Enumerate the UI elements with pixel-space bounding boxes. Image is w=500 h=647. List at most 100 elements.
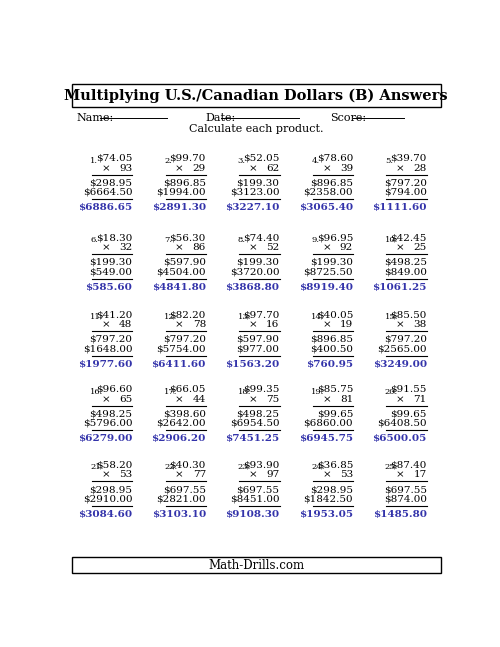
Text: ×: ×	[396, 320, 404, 329]
Text: $1485.80: $1485.80	[373, 510, 427, 519]
Text: 14.: 14.	[312, 313, 325, 322]
Text: $398.60: $398.60	[163, 410, 206, 419]
Text: $6408.50: $6408.50	[377, 419, 427, 428]
Text: $93.90: $93.90	[243, 461, 280, 470]
Text: $74.40: $74.40	[243, 234, 280, 242]
Text: 5.: 5.	[385, 157, 393, 165]
Text: 12.: 12.	[164, 313, 177, 322]
Text: $5754.00: $5754.00	[156, 344, 206, 353]
Text: ×: ×	[101, 470, 110, 479]
Text: $2358.00: $2358.00	[304, 188, 353, 197]
Text: ×: ×	[322, 320, 331, 329]
Text: ×: ×	[396, 243, 404, 252]
Text: $78.60: $78.60	[317, 154, 353, 163]
Text: $874.00: $874.00	[384, 494, 427, 503]
Text: $6886.65: $6886.65	[78, 203, 132, 212]
Text: 93: 93	[119, 164, 132, 173]
Text: $896.85: $896.85	[163, 179, 206, 188]
Text: $896.85: $896.85	[310, 179, 353, 188]
Text: $82.20: $82.20	[170, 311, 206, 320]
Text: $74.05: $74.05	[96, 154, 132, 163]
Text: $36.85: $36.85	[317, 461, 353, 470]
Text: 48: 48	[119, 320, 132, 329]
Text: 9.: 9.	[312, 236, 320, 245]
Text: $99.35: $99.35	[243, 385, 280, 394]
Text: $697.55: $697.55	[236, 485, 280, 494]
Text: 53: 53	[340, 470, 353, 479]
Text: 24.: 24.	[312, 463, 324, 472]
Text: 11.: 11.	[90, 313, 104, 322]
Text: 19.: 19.	[312, 388, 324, 396]
Text: ×: ×	[101, 320, 110, 329]
Text: 16.: 16.	[90, 388, 104, 396]
Text: 97: 97	[266, 470, 280, 479]
Text: $3720.00: $3720.00	[230, 267, 280, 276]
Text: 25.: 25.	[385, 463, 398, 472]
Text: $6279.00: $6279.00	[78, 434, 132, 443]
Text: $797.20: $797.20	[384, 179, 427, 188]
Text: 17.: 17.	[164, 388, 177, 396]
Text: 6.: 6.	[90, 236, 98, 245]
Text: 29: 29	[192, 164, 206, 173]
Text: $4841.80: $4841.80	[152, 283, 206, 292]
Text: 92: 92	[340, 243, 353, 252]
Text: 16: 16	[266, 320, 280, 329]
Text: 28: 28	[414, 164, 427, 173]
Text: $199.30: $199.30	[236, 258, 280, 267]
Text: $199.30: $199.30	[236, 179, 280, 188]
Text: $3103.10: $3103.10	[152, 510, 206, 519]
Text: $400.50: $400.50	[310, 344, 353, 353]
Text: ×: ×	[175, 320, 184, 329]
Text: Name:: Name:	[76, 113, 114, 123]
Text: $3227.10: $3227.10	[225, 203, 280, 212]
Text: ×: ×	[396, 395, 404, 404]
Text: 2.: 2.	[164, 157, 172, 165]
Text: $66.05: $66.05	[170, 385, 206, 394]
Text: Calculate each product.: Calculate each product.	[189, 124, 324, 134]
Text: 77: 77	[192, 470, 206, 479]
Text: $585.60: $585.60	[86, 283, 132, 292]
Text: $697.55: $697.55	[384, 485, 427, 494]
Text: $2906.20: $2906.20	[152, 434, 206, 443]
Text: $8451.00: $8451.00	[230, 494, 280, 503]
Text: 17: 17	[414, 470, 427, 479]
Text: $2891.30: $2891.30	[152, 203, 206, 212]
Text: 52: 52	[266, 243, 280, 252]
Text: $2910.00: $2910.00	[82, 494, 132, 503]
Text: $1563.20: $1563.20	[225, 360, 280, 369]
Text: 21.: 21.	[90, 463, 104, 472]
Text: ×: ×	[175, 395, 184, 404]
Text: $896.85: $896.85	[310, 335, 353, 344]
Text: $3868.80: $3868.80	[226, 283, 280, 292]
Text: 4.: 4.	[312, 157, 320, 165]
Text: 18.: 18.	[238, 388, 251, 396]
Text: $6860.00: $6860.00	[304, 419, 353, 428]
Text: ×: ×	[322, 395, 331, 404]
Text: $597.90: $597.90	[236, 335, 280, 344]
Text: ×: ×	[175, 243, 184, 252]
Text: 23.: 23.	[238, 463, 251, 472]
Text: $1111.60: $1111.60	[372, 203, 427, 212]
Text: $3123.00: $3123.00	[230, 188, 280, 197]
Text: 38: 38	[414, 320, 427, 329]
Text: ×: ×	[322, 164, 331, 173]
Text: 20.: 20.	[385, 388, 398, 396]
Text: $7451.25: $7451.25	[226, 434, 280, 443]
Text: $5796.00: $5796.00	[82, 419, 132, 428]
Text: ×: ×	[248, 164, 257, 173]
Text: Multiplying U.S./Canadian Dollars (B) Answers: Multiplying U.S./Canadian Dollars (B) An…	[64, 88, 448, 102]
Text: ×: ×	[248, 470, 257, 479]
Text: $99.65: $99.65	[317, 410, 353, 419]
Text: $40.30: $40.30	[170, 461, 206, 470]
Text: ×: ×	[101, 395, 110, 404]
Text: 75: 75	[266, 395, 280, 404]
Text: $1994.00: $1994.00	[156, 188, 206, 197]
Text: $56.30: $56.30	[170, 234, 206, 242]
Text: $9108.30: $9108.30	[226, 510, 280, 519]
Text: $498.25: $498.25	[384, 258, 427, 267]
Text: ×: ×	[248, 320, 257, 329]
Text: $794.00: $794.00	[384, 188, 427, 197]
Text: $797.20: $797.20	[163, 335, 206, 344]
Text: $8725.50: $8725.50	[304, 267, 353, 276]
Text: $977.00: $977.00	[236, 344, 280, 353]
